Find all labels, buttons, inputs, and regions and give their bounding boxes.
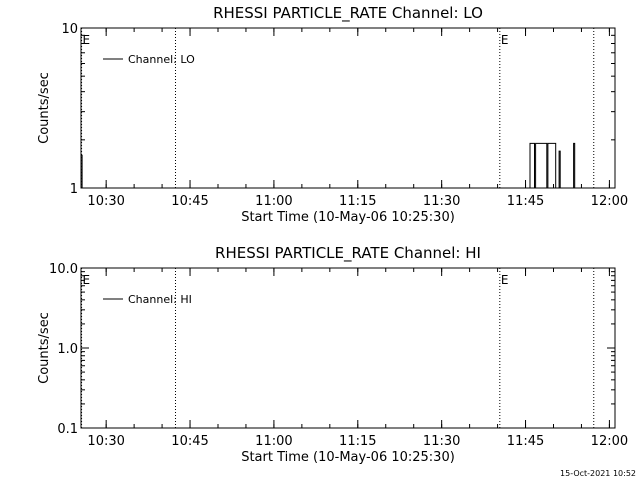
y-tick-label: 10.0 <box>49 262 78 277</box>
chart-title: RHESSI PARTICLE_RATE Channel: LO <box>213 4 483 23</box>
x-tick-label: 11:00 <box>255 434 292 449</box>
x-tick-label: 11:00 <box>255 194 292 209</box>
y-tick-label: 1.0 <box>57 342 78 357</box>
hi-channel-panel: RHESSI PARTICLE_RATE Channel: HI 10:30 10:… <box>37 244 628 465</box>
plot-frame <box>80 267 616 429</box>
y-tick-label: 10 <box>61 22 78 37</box>
y-tick-label: 1 <box>70 182 78 197</box>
data-series-line <box>80 142 576 189</box>
legend-label: Channel: LO <box>128 53 195 66</box>
y-tick-label: 0.1 <box>57 422 78 437</box>
x-tick-label: 10:30 <box>87 434 124 449</box>
x-tick-label: 12:00 <box>591 194 628 209</box>
y-axis-label: Counts/sec <box>37 72 52 144</box>
x-tick-label: 10:45 <box>171 434 208 449</box>
x-tick-label: 11:30 <box>423 434 460 449</box>
event-marker-e: E <box>501 273 509 287</box>
x-tick-label: 12:00 <box>591 434 628 449</box>
x-tick-label: 11:15 <box>339 194 376 209</box>
x-tick-label: 11:45 <box>507 434 544 449</box>
lo-channel-panel: RHESSI PARTICLE_RATE Channel: LO 10:30 10:… <box>37 4 628 225</box>
timestamp-label: 15-Oct-2021 10:52 <box>560 469 636 478</box>
x-tick-label: 11:15 <box>339 434 376 449</box>
event-marker-e: E <box>83 273 91 287</box>
event-marker-e: E <box>501 33 509 47</box>
y-axis-label: Counts/sec <box>37 312 52 384</box>
x-tick-label: 11:45 <box>507 194 544 209</box>
legend-label: Channel: HI <box>128 293 192 306</box>
x-axis-label: Start Time (10-May-06 10:25:30) <box>241 450 455 465</box>
chart-title: RHESSI PARTICLE_RATE Channel: HI <box>215 244 481 263</box>
x-axis-label: Start Time (10-May-06 10:25:30) <box>241 210 455 225</box>
event-marker-e: E <box>83 33 91 47</box>
x-tick-label: 10:45 <box>171 194 208 209</box>
x-tick-label: 11:30 <box>423 194 460 209</box>
x-tick-label: 10:30 <box>87 194 124 209</box>
